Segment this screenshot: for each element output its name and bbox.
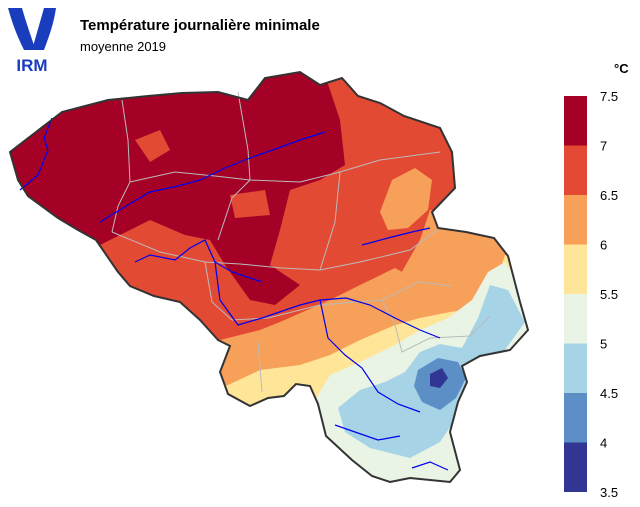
legend-tick-label: 7.5 <box>600 89 618 104</box>
legend-swatch <box>564 343 587 393</box>
logo-mark <box>8 8 36 50</box>
legend-tick-label: 5.5 <box>600 287 618 302</box>
legend-tick-label: 4 <box>600 436 607 451</box>
legend-tick-label: 6 <box>600 238 607 253</box>
legend-swatches <box>564 96 587 492</box>
logo-text: IRM <box>16 56 47 74</box>
legend-swatch <box>564 96 587 146</box>
legend-tick-label: 4.5 <box>600 386 618 401</box>
legend-swatch <box>564 442 587 492</box>
belgium-map <box>8 70 530 484</box>
legend-swatch <box>564 244 587 294</box>
province-boundaries <box>111 91 491 393</box>
irm-logo: IRM <box>8 8 56 74</box>
legend-unit: °C <box>614 61 629 76</box>
legend-tick-label: 3.5 <box>600 485 618 500</box>
legend-swatch <box>564 195 587 245</box>
zone-3.5-4 <box>430 368 448 388</box>
legend-tick-label: 6.5 <box>600 188 618 203</box>
map-title: Température journalière minimale <box>80 17 320 34</box>
legend-tick-label: 7 <box>600 139 607 154</box>
legend-swatch <box>564 393 587 443</box>
legend-swatch <box>564 294 587 344</box>
color-legend: 7.5 7 6.5 6 5.5 5 4.5 4 3.5 <box>564 89 618 500</box>
belgium-border <box>8 70 530 484</box>
legend-ticks: 7.5 7 6.5 6 5.5 5 4.5 4 3.5 <box>600 89 618 500</box>
rivers <box>19 117 449 471</box>
temperature-field <box>10 72 528 482</box>
legend-tick-label: 5 <box>600 337 607 352</box>
zone-7-7.5 <box>10 72 345 305</box>
map-subtitle: moyenne 2019 <box>80 39 167 54</box>
legend-swatch <box>564 145 587 195</box>
